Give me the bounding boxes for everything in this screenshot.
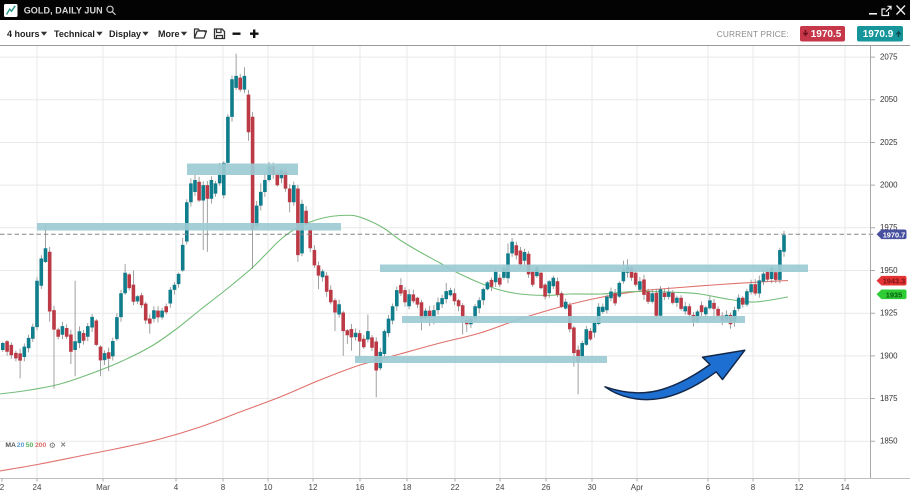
svg-text:8: 8 <box>221 483 226 492</box>
svg-text:Display: Display <box>109 29 141 39</box>
svg-text:Apr: Apr <box>631 483 644 492</box>
svg-text:18: 18 <box>403 483 412 492</box>
svg-text:1875: 1875 <box>880 394 898 403</box>
svg-text:2000: 2000 <box>880 181 898 190</box>
svg-text:12: 12 <box>795 483 804 492</box>
svg-text:GOLD, DAILY JUN: GOLD, DAILY JUN <box>24 6 103 16</box>
svg-text:24: 24 <box>496 483 505 492</box>
svg-text:2025: 2025 <box>880 138 898 147</box>
svg-text:14: 14 <box>841 483 850 492</box>
svg-text:MA: MA <box>5 442 16 449</box>
svg-text:1975: 1975 <box>880 223 898 232</box>
svg-text:1970.9: 1970.9 <box>863 29 894 40</box>
svg-text:12: 12 <box>309 483 318 492</box>
svg-text:1943.3: 1943.3 <box>883 277 906 286</box>
svg-text:CURRENT PRICE:: CURRENT PRICE: <box>717 30 789 39</box>
svg-text:1925: 1925 <box>880 309 898 318</box>
svg-text:8: 8 <box>751 483 756 492</box>
svg-text:2075: 2075 <box>880 53 898 62</box>
svg-text:30: 30 <box>588 483 597 492</box>
svg-text:1935: 1935 <box>886 290 902 299</box>
svg-text:2: 2 <box>0 483 5 492</box>
svg-text:More: More <box>158 29 180 39</box>
svg-text:4 hours: 4 hours <box>7 29 40 39</box>
svg-text:4: 4 <box>174 483 179 492</box>
svg-text:2050: 2050 <box>880 95 898 104</box>
svg-text:22: 22 <box>451 483 460 492</box>
svg-text:1850: 1850 <box>880 437 898 446</box>
svg-text:200: 200 <box>35 442 47 449</box>
svg-text:6: 6 <box>706 483 711 492</box>
svg-text:50: 50 <box>26 442 34 449</box>
svg-text:Technical: Technical <box>54 29 95 39</box>
svg-text:10: 10 <box>264 483 273 492</box>
svg-text:1950: 1950 <box>880 266 898 275</box>
svg-text:⚙: ⚙ <box>49 441 56 450</box>
svg-text:16: 16 <box>356 483 365 492</box>
svg-text:24: 24 <box>33 483 42 492</box>
svg-text:✕: ✕ <box>60 442 66 449</box>
svg-text:Mar: Mar <box>96 483 110 492</box>
svg-text:1970.5: 1970.5 <box>811 29 842 40</box>
svg-text:1970.7: 1970.7 <box>883 230 906 239</box>
svg-text:1900: 1900 <box>880 351 898 360</box>
svg-text:20: 20 <box>17 442 25 449</box>
svg-text:26: 26 <box>542 483 551 492</box>
